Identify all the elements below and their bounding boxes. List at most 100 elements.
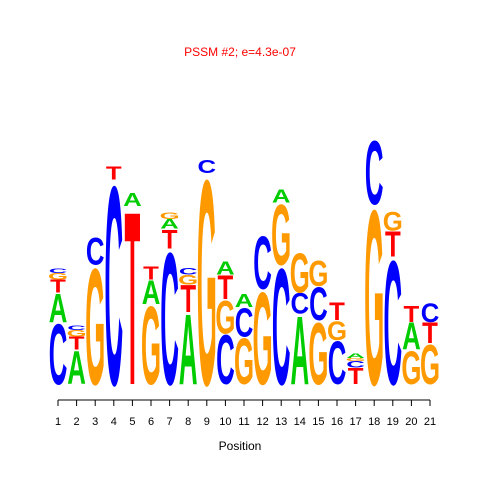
- logo-letter-c-pos8-3: C: [179, 267, 198, 277]
- logo-letter-a-pos1-1: A: [49, 286, 68, 331]
- x-tick-label-2: 2: [74, 416, 80, 428]
- logo-letter-t-pos20-2: T: [404, 302, 420, 327]
- logo-letter-c-pos4-0: C: [104, 128, 123, 445]
- logo-column-16: CGT: [327, 299, 347, 397]
- logo-letter-c-pos18-1: C: [365, 124, 384, 225]
- logo-column-19: CTG: [383, 206, 403, 422]
- logo-letter-g-pos6-0: G: [141, 285, 161, 409]
- logo-column-18: GC: [364, 124, 384, 438]
- logo-letter-a-pos10-3: A: [216, 258, 235, 278]
- logo-column-3: GC: [85, 229, 105, 420]
- x-axis-label: Position: [219, 439, 262, 453]
- logo-column-9: GC: [197, 121, 217, 448]
- logo-letter-a-pos5-1: A: [123, 189, 142, 209]
- x-tick-label-13: 13: [275, 416, 287, 428]
- logo-letter-g-pos17-2: G: [346, 357, 366, 362]
- logo-letter-g-pos13-1: G: [271, 187, 291, 283]
- logo-letter-c-pos3-1: C: [86, 229, 105, 273]
- logo-letter-c-pos10-0: C: [216, 322, 235, 400]
- x-tick-label-18: 18: [368, 416, 380, 428]
- logo-column-12: GC: [253, 221, 273, 413]
- x-tick-label-4: 4: [111, 416, 117, 428]
- x-tick-label-5: 5: [129, 416, 135, 428]
- logo-letter-c-pos21-2: C: [421, 297, 440, 328]
- logo-letter-a-pos20-1: A: [402, 314, 421, 358]
- x-tick-label-11: 11: [238, 416, 249, 428]
- logo-letter-g-pos15-0: G: [308, 304, 328, 403]
- logo-letter-t-pos10-2: T: [218, 270, 234, 307]
- x-tick-label-17: 17: [349, 416, 361, 428]
- logo-letter-t-pos16-2: T: [329, 299, 345, 327]
- logo-letter-a-pos6-1: A: [142, 275, 161, 312]
- logo-letter-c-pos19-0: C: [383, 223, 402, 422]
- logo-column-14: ACG: [290, 242, 310, 406]
- logo-letter-t-pos4-1: T: [106, 163, 122, 183]
- logo-letter-g-pos21-0: G: [420, 334, 440, 397]
- logo-letter-c-pos2-3: C: [67, 324, 86, 332]
- logo-letter-g-pos14-2: G: [290, 242, 310, 305]
- logo-letter-g-pos2-2: G: [67, 329, 87, 339]
- logo-letter-c-pos7-0: C: [160, 213, 179, 425]
- logo-letter-c-pos11-1: C: [235, 301, 254, 346]
- logo-letter-g-pos19-2: G: [383, 206, 403, 237]
- x-tick-label-1: 1: [55, 416, 61, 428]
- logo-letter-c-pos12-1: C: [253, 221, 272, 305]
- logo-letter-g-pos3-0: G: [85, 236, 105, 420]
- logo-letter-t-pos17-0: T: [348, 364, 364, 389]
- logo-column-15: GCG: [308, 252, 328, 403]
- logo-letter-c-pos9-1: C: [197, 157, 216, 177]
- logo-letter-a-pos13-2: A: [272, 186, 291, 206]
- logo-letter-a-pos17-3: A: [346, 352, 365, 360]
- x-tick-label-7: 7: [167, 416, 173, 428]
- logo-letter-g-pos18-0: G: [364, 158, 384, 438]
- logo-column-6: GAT: [141, 263, 161, 409]
- logo-letter-g-pos15-2: G: [308, 252, 328, 294]
- logo-letter-g-pos9-0: G: [197, 121, 217, 448]
- x-tick-label-3: 3: [92, 416, 98, 428]
- logo-column-20: GAT: [401, 302, 421, 395]
- x-tick-label-20: 20: [405, 416, 417, 428]
- logo-letter-c-pos15-1: C: [309, 278, 328, 331]
- logo-letter-a-pos2-0: A: [67, 342, 86, 395]
- logo-letter-g-pos16-1: G: [327, 315, 347, 346]
- logo-column-5: TA: [123, 162, 142, 438]
- logo-column-4: CT: [104, 128, 123, 445]
- logo-letter-c-pos16-0: C: [328, 328, 347, 397]
- logo-letter-g-pos1-3: G: [48, 272, 68, 282]
- x-axis-ticks: 1 2 3 4 5 6 7 8 9 10 11 12 13 14 15 16 17 18 19 20 21: [55, 400, 436, 428]
- logo-letter-c-pos13-0: C: [272, 236, 291, 420]
- logo-letter-t-pos21-1: T: [422, 316, 438, 349]
- logo-column-13: CGA: [271, 186, 291, 420]
- x-tick-label-10: 10: [219, 416, 231, 428]
- logo-letter-g-pos12-0: G: [253, 266, 273, 413]
- logo-letter-c-pos1-4: C: [49, 267, 68, 275]
- logo-letter-c-pos14-1: C: [290, 287, 309, 320]
- x-tick-label-6: 6: [148, 416, 154, 428]
- logo-letter-t-pos2-1: T: [69, 333, 85, 353]
- logo-letter-a-pos14-0: A: [290, 296, 309, 405]
- logo-letter-g-pos20-0: G: [401, 342, 421, 395]
- logo-letter-t-pos6-2: T: [143, 263, 159, 283]
- logo-letter-c-pos17-1: C: [346, 360, 365, 370]
- logo-letter-a-pos8-0: A: [179, 295, 198, 406]
- x-tick-label-14: 14: [294, 416, 306, 428]
- logo-letter-a-pos7-2: A: [160, 217, 179, 232]
- x-tick-label-21: 21: [424, 416, 436, 428]
- logo-column-21: GTC: [420, 297, 440, 397]
- logo-letter-t-pos19-1: T: [385, 223, 401, 265]
- logo-letter-g-pos7-3: G: [160, 211, 180, 221]
- logo-letter-t-pos5-0: T: [125, 162, 141, 438]
- x-tick-label-19: 19: [387, 416, 399, 428]
- logo-letter-g-pos11-0: G: [234, 325, 254, 399]
- logo-letter-c-pos1-0: C: [49, 307, 68, 403]
- x-tick-label-9: 9: [204, 416, 210, 428]
- logo-letter-g-pos8-2: G: [178, 272, 198, 287]
